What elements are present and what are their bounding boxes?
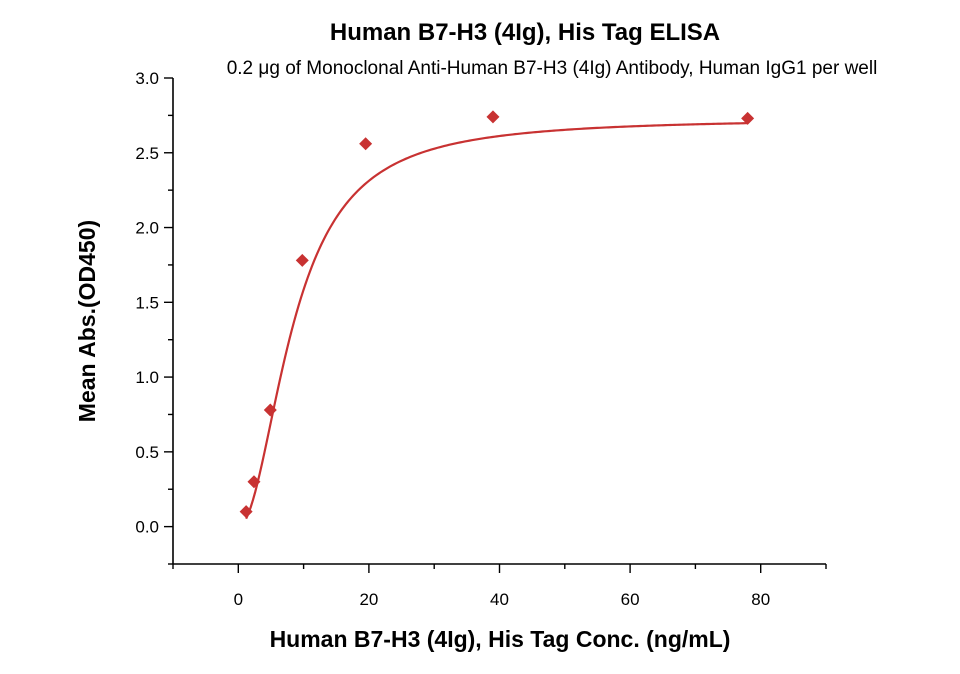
data-point xyxy=(295,253,309,267)
x-tick-label: 40 xyxy=(490,590,509,609)
axes xyxy=(172,78,826,565)
y-tick-label: 2.5 xyxy=(135,144,159,163)
data-point xyxy=(359,137,373,151)
x-axis-label: Human B7-H3 (4Ig), His Tag Conc. (ng/mL) xyxy=(270,626,731,652)
chart-subtitle: 0.2 μg of Monoclonal Anti-Human B7-H3 (4… xyxy=(227,58,878,79)
x-tick-label: 20 xyxy=(359,590,378,609)
data-point xyxy=(486,110,500,124)
chart-title: Human B7-H3 (4Ig), His Tag ELISA xyxy=(330,19,720,46)
x-tick-label: 60 xyxy=(621,590,640,609)
tick-labels: 0 20 40 60 80 0.0 0.5 1.0 1.5 2.0 2.5 3.0 xyxy=(135,69,770,609)
x-tick-label: 0 xyxy=(234,590,243,609)
y-tick-label: 0.5 xyxy=(135,443,159,462)
y-tick-label: 0.0 xyxy=(135,518,159,537)
y-tick-label: 2.0 xyxy=(135,219,159,238)
y-tick-label: 3.0 xyxy=(135,69,159,88)
y-tick-label: 1.0 xyxy=(135,368,159,387)
y-axis-label: Mean Abs.(OD450) xyxy=(74,220,100,422)
data-point xyxy=(247,475,261,489)
data-points xyxy=(239,110,755,519)
data-point xyxy=(239,505,253,519)
y-tick-label: 1.5 xyxy=(135,293,159,312)
fit-curve xyxy=(245,122,748,520)
ticks xyxy=(164,77,827,573)
data-point xyxy=(263,403,277,417)
data-point xyxy=(741,111,755,125)
x-tick-label: 80 xyxy=(751,590,770,609)
